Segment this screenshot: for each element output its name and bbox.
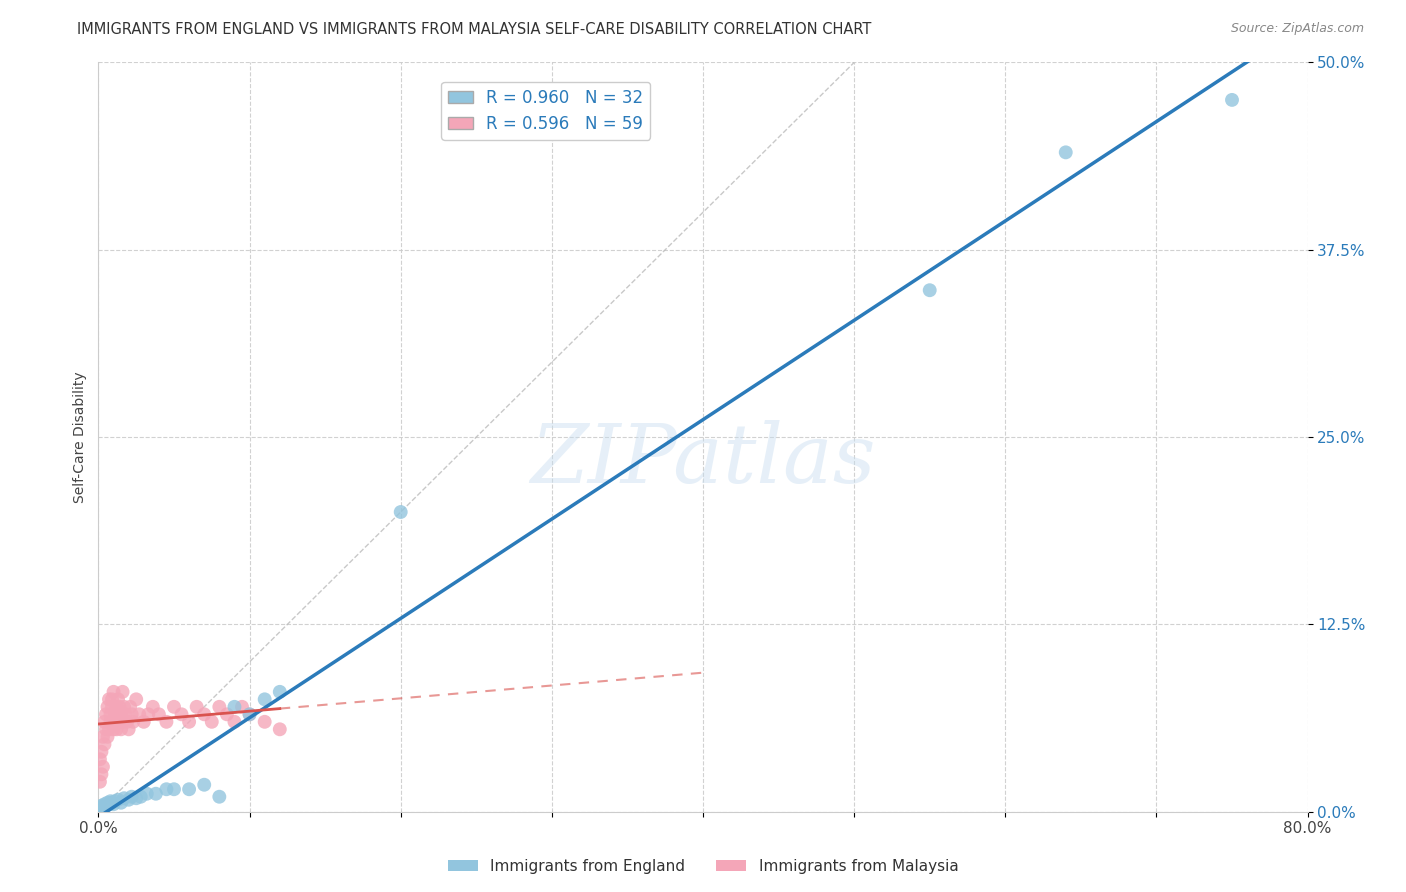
Point [105,723,128,737]
Point [89,774,111,789]
Point [145,787,167,801]
Legend: R = 0.960   N = 32, R = 0.596   N = 59: R = 0.960 N = 32, R = 0.596 N = 59 [441,82,650,140]
Point [208,789,231,804]
Point [121,707,143,722]
Point [269,723,291,737]
Point [98,797,121,812]
Point [1220,93,1243,107]
Point [110,707,132,722]
Point [100,714,122,729]
Point [135,787,157,801]
Point [163,782,186,797]
Point [163,699,186,714]
Point [98,692,121,706]
Point [98,723,121,737]
Point [91,730,114,744]
Point [101,796,124,810]
Point [125,791,148,805]
Y-axis label: Self-Care Disability: Self-Care Disability [73,371,87,503]
Point [107,707,129,722]
Text: IMMIGRANTS FROM ENGLAND VS IMMIGRANTS FROM MALAYSIA SELF-CARE DISABILITY CORRELA: IMMIGRANTS FROM ENGLAND VS IMMIGRANTS FR… [77,22,872,37]
Point [96,796,118,810]
Point [136,707,159,722]
Point [103,723,125,737]
Point [111,714,134,729]
Point [104,714,127,729]
Point [108,714,131,729]
Point [224,699,246,714]
Point [208,699,231,714]
Legend: Immigrants from England, Immigrants from Malaysia: Immigrants from England, Immigrants from… [441,853,965,880]
Point [239,707,262,722]
Point [122,714,145,729]
Point [100,794,122,808]
Point [110,796,132,810]
Point [90,767,112,781]
Point [103,685,125,699]
Point [93,797,115,812]
Point [132,714,155,729]
Point [108,699,131,714]
Point [148,707,170,722]
Point [101,699,124,714]
Point [389,505,412,519]
Point [104,707,127,722]
Point [1054,145,1077,160]
Point [110,723,132,737]
Point [118,793,141,807]
Point [101,692,124,706]
Point [100,707,122,722]
Text: Source: ZipAtlas.com: Source: ZipAtlas.com [1230,22,1364,36]
Point [105,699,128,714]
Point [118,723,141,737]
Point [128,707,150,722]
Point [90,745,112,759]
Point [193,707,215,722]
Point [111,685,134,699]
Point [93,737,115,751]
Point [89,752,111,766]
Point [224,714,246,729]
Point [89,802,111,816]
Point [94,723,117,737]
Point [201,714,224,729]
Point [120,699,142,714]
Point [103,797,125,812]
Point [115,714,138,729]
Text: ZIPatlas: ZIPatlas [530,419,876,500]
Point [91,760,114,774]
Point [179,714,201,729]
Point [112,699,135,714]
Point [253,692,276,706]
Point [155,714,177,729]
Point [93,714,115,729]
Point [269,685,291,699]
Point [107,692,129,706]
Point [215,707,238,722]
Point [179,782,201,797]
Point [96,730,118,744]
Point [90,798,112,813]
Point [121,789,143,804]
Point [96,699,118,714]
Point [94,798,117,813]
Point [125,692,148,706]
Point [253,714,276,729]
Point [107,793,129,807]
Point [186,699,208,714]
Point [94,707,117,722]
Point [104,794,127,808]
Point [114,707,136,722]
Point [239,707,262,722]
Point [193,778,215,792]
Point [231,699,253,714]
Point [142,699,165,714]
Point [155,782,177,797]
Point [918,283,941,297]
Point [129,789,152,804]
Point [91,800,114,814]
Point [112,791,135,805]
Point [170,707,193,722]
